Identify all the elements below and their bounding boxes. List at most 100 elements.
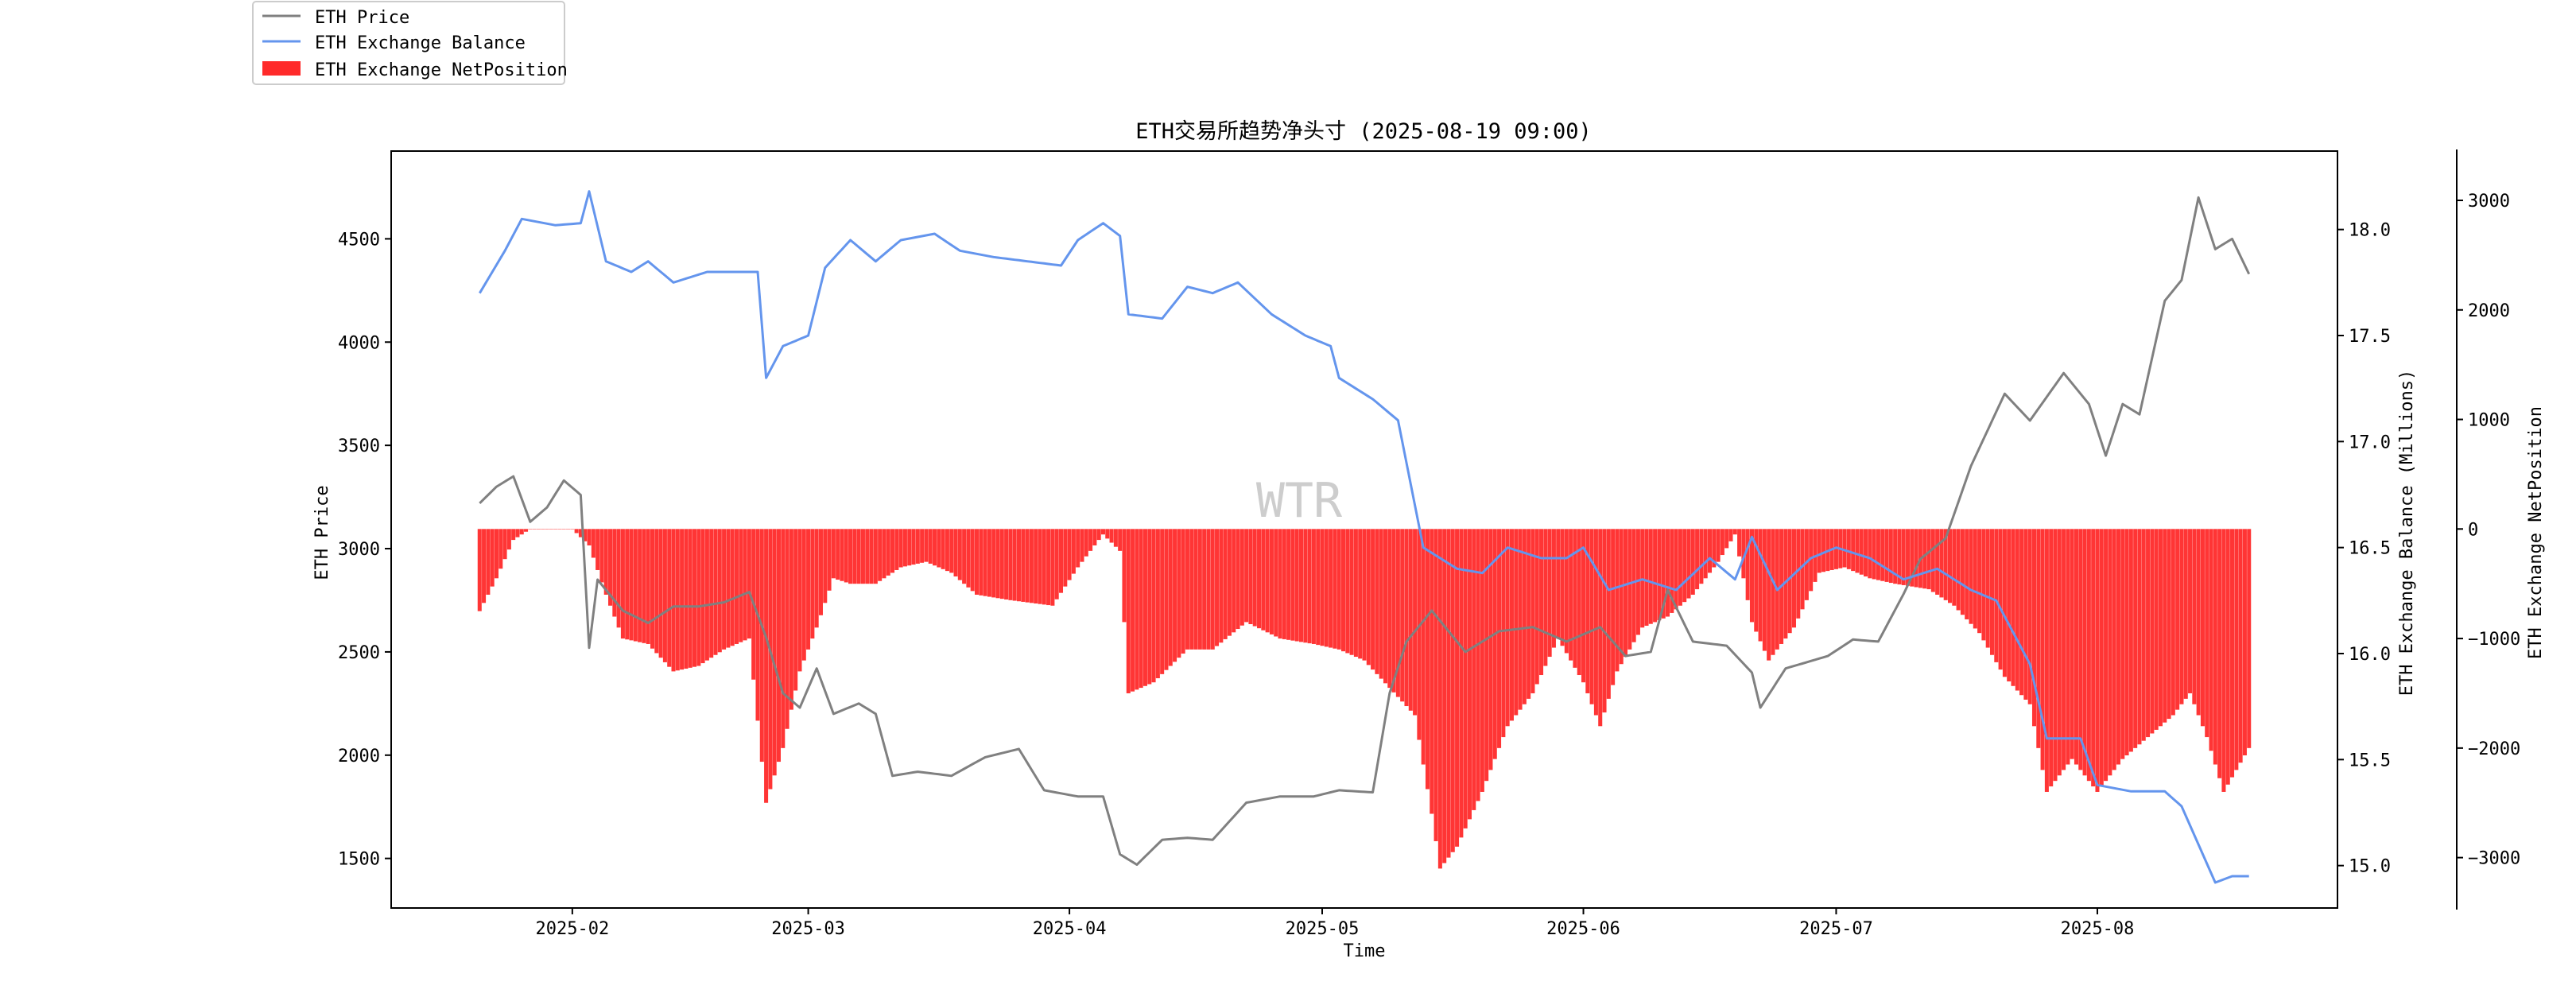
netposition-bar bbox=[2217, 529, 2222, 778]
netposition-bar bbox=[1855, 529, 1860, 573]
netposition-bar bbox=[1670, 529, 1674, 613]
netposition-bar bbox=[991, 529, 996, 598]
netposition-bar bbox=[2057, 529, 2062, 776]
netposition-bar bbox=[1185, 529, 1189, 650]
netposition-bar bbox=[1197, 529, 1202, 650]
netposition-bar bbox=[2141, 529, 2146, 741]
netposition-bar bbox=[1303, 529, 1308, 643]
netposition-bar bbox=[680, 529, 685, 670]
netposition-bar bbox=[486, 529, 491, 595]
netposition-bar bbox=[987, 529, 991, 597]
netposition-bar bbox=[1387, 529, 1392, 689]
netposition-bar bbox=[1450, 529, 1455, 852]
netposition-bar bbox=[949, 529, 954, 573]
netposition-bar bbox=[789, 529, 793, 710]
netposition-bar bbox=[1767, 529, 1771, 661]
netposition-bar bbox=[1096, 529, 1101, 541]
netposition-bar bbox=[2053, 529, 2058, 782]
netposition-bar bbox=[1492, 529, 1497, 759]
netposition-bar bbox=[1674, 529, 1678, 610]
netposition-bar bbox=[1092, 529, 1097, 545]
netposition-bar bbox=[1252, 529, 1257, 627]
netposition-bar bbox=[2175, 529, 2180, 710]
netposition-bar bbox=[688, 529, 692, 668]
y-left-tick-label: 2500 bbox=[338, 643, 380, 663]
netposition-bar bbox=[2019, 529, 2024, 696]
netposition-bar bbox=[793, 529, 798, 691]
netposition-bar bbox=[1543, 529, 1548, 666]
netposition-bar bbox=[1109, 529, 1114, 543]
netposition-bar bbox=[1058, 529, 1064, 593]
netposition-bar bbox=[1122, 529, 1127, 623]
netposition-bar bbox=[1707, 529, 1713, 573]
netposition-bar bbox=[1311, 529, 1316, 644]
netposition-bar bbox=[515, 529, 520, 537]
netposition-bar bbox=[1897, 529, 1902, 585]
netposition-bar bbox=[499, 529, 503, 569]
netposition-bar bbox=[2209, 529, 2213, 751]
netposition-bar bbox=[1624, 529, 1628, 658]
netposition-bar bbox=[2171, 529, 2175, 716]
netposition-bar bbox=[1340, 529, 1346, 652]
netposition-bar bbox=[599, 529, 604, 583]
x-tick-label: 2025-04 bbox=[1033, 919, 1107, 939]
legend-label-eth-exchange-netposition: ETH Exchange NetPosition bbox=[315, 60, 568, 80]
netposition-bar bbox=[1611, 529, 1616, 685]
y-axis-label-left: ETH Price bbox=[312, 485, 332, 580]
netposition-bar bbox=[1737, 529, 1742, 557]
netposition-bar bbox=[1358, 529, 1363, 659]
netposition-bar bbox=[1155, 529, 1160, 679]
netposition-bar bbox=[2158, 529, 2163, 727]
netposition-bar bbox=[1278, 529, 1282, 639]
netposition-bar bbox=[1943, 529, 1948, 600]
netposition-bar bbox=[1665, 529, 1670, 617]
netposition-bar bbox=[1437, 529, 1442, 869]
y-right-tick-label: 17.0 bbox=[2349, 433, 2391, 452]
netposition-bar bbox=[730, 529, 735, 646]
netposition-bar bbox=[1016, 529, 1022, 602]
netposition-bar bbox=[671, 529, 676, 672]
netposition-bar bbox=[1084, 529, 1088, 557]
netposition-bar bbox=[675, 529, 680, 671]
netposition-bar bbox=[1712, 529, 1717, 568]
netposition-bar bbox=[1046, 529, 1051, 606]
netposition-bar bbox=[532, 529, 537, 530]
netposition-bar bbox=[502, 529, 507, 560]
netposition-bar bbox=[1644, 529, 1649, 627]
netposition-bar bbox=[1939, 529, 1944, 598]
netposition-bar bbox=[907, 529, 912, 566]
netposition-bar bbox=[574, 529, 579, 534]
netposition-bar bbox=[1842, 529, 1847, 568]
netposition-bar bbox=[2192, 529, 2197, 704]
netposition-bar bbox=[1994, 529, 1999, 662]
netposition-bar bbox=[482, 529, 487, 603]
netposition-bar bbox=[1067, 529, 1072, 580]
netposition-bar bbox=[646, 529, 650, 644]
netposition-bar bbox=[583, 529, 588, 541]
netposition-bar bbox=[1817, 529, 1821, 573]
netposition-bar bbox=[1973, 529, 1977, 629]
netposition-bar bbox=[1631, 529, 1636, 642]
netposition-bar bbox=[709, 529, 714, 658]
netposition-bar bbox=[747, 529, 751, 639]
netposition-bar bbox=[1573, 529, 1577, 668]
y-left-tick-label: 3500 bbox=[338, 437, 380, 456]
netposition-bar bbox=[1193, 529, 1198, 650]
netposition-bar bbox=[2128, 529, 2133, 752]
netposition-bar bbox=[768, 529, 773, 790]
netposition-bar bbox=[759, 529, 764, 762]
netposition-bar bbox=[764, 529, 769, 803]
netposition-bar bbox=[1703, 529, 1708, 579]
netposition-bar bbox=[524, 529, 529, 532]
netposition-bar bbox=[810, 529, 815, 639]
netposition-bar bbox=[1400, 529, 1405, 702]
netposition-bar bbox=[797, 529, 802, 672]
netposition-bar bbox=[1699, 529, 1704, 584]
netposition-bar bbox=[2242, 529, 2247, 756]
plot-frame bbox=[390, 150, 2338, 909]
netposition-bar bbox=[1488, 529, 1493, 770]
netposition-bar bbox=[2023, 529, 2028, 700]
netposition-bar bbox=[2086, 529, 2091, 782]
netposition-bar bbox=[869, 529, 874, 584]
netposition-bar bbox=[1783, 529, 1788, 639]
